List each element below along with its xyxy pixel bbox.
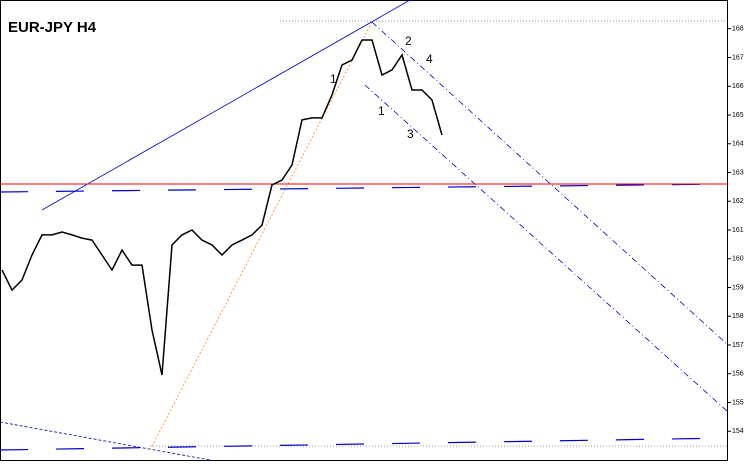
y-tick-label: 157 (732, 342, 744, 349)
channel-line (371, 21, 729, 346)
fib-line (149, 21, 373, 451)
plot-frame (0, 0, 728, 461)
trendline (0, 421, 211, 461)
y-tick-label: 161 (732, 227, 744, 234)
y-tick-label: 164 (732, 141, 744, 148)
dashed-level (0, 437, 729, 451)
channel-line (364, 84, 729, 413)
y-tick-label: 167 (732, 54, 744, 61)
price-line (1, 39, 443, 376)
y-tick-label: 166 (732, 83, 744, 90)
y-tick-label: 155 (732, 399, 744, 406)
wave-label: 3 (407, 127, 414, 141)
wave-label: 1 (330, 72, 337, 86)
chart-title: EUR-JPY H4 (8, 19, 97, 36)
y-tick-label: 165 (732, 112, 744, 119)
y-tick-label: 162 (732, 198, 744, 205)
dashed-level (0, 183, 729, 193)
y-tick-label: 168 (732, 26, 744, 33)
wave-label: 2 (405, 34, 412, 48)
y-tick-label: 163 (732, 169, 744, 176)
y-tick-label: 154 (732, 428, 744, 435)
wave-label: 4 (426, 52, 433, 66)
y-tick-label: 156 (732, 371, 744, 378)
y-tick-label: 159 (732, 284, 744, 291)
wave-label: 1 (378, 104, 385, 118)
y-tick-label: 160 (732, 256, 744, 263)
trendline (41, 0, 411, 211)
y-tick-label: 158 (732, 313, 744, 320)
